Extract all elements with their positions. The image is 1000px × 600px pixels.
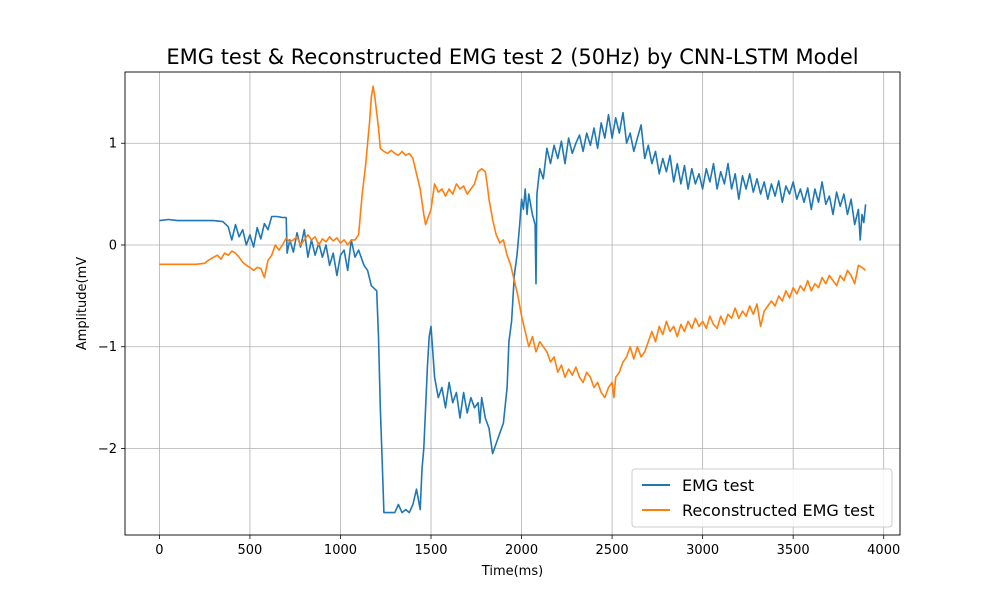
x-tick-label: 3000	[686, 543, 719, 558]
x-tick-label: 2500	[596, 543, 629, 558]
y-axis-label: Amplitude(mV	[75, 257, 90, 350]
grid	[125, 72, 900, 535]
x-tick-label: 0	[155, 543, 163, 558]
x-tick-label: 4000	[867, 543, 900, 558]
ticks: 0 500 1000 1500 2000 2500 3000 3500 4000 −2 −1 0 1	[98, 137, 900, 558]
legend-label: EMG test	[682, 476, 754, 495]
plot-frame	[124, 71, 901, 536]
y-tick-label: −1	[98, 340, 117, 355]
y-tick-label: −2	[98, 442, 117, 457]
legend-box	[631, 468, 893, 528]
x-tick-label: 1000	[324, 543, 357, 558]
x-tick-label: 1500	[414, 543, 447, 558]
x-axis-label: Time(ms)	[481, 564, 543, 579]
x-tick-label: 2000	[505, 543, 538, 558]
series-line-emg-test	[159, 111, 867, 514]
chart-title: EMG test & Reconstructed EMG test 2 (50H…	[166, 45, 858, 69]
series-layer	[159, 85, 867, 514]
y-tick-label: 0	[109, 238, 117, 253]
series-line-reconstructed-emg-test	[159, 85, 867, 399]
y-tick-label: 1	[109, 137, 117, 152]
x-tick-label: 3500	[777, 543, 810, 558]
legend: EMG test Reconstructed EMG test	[631, 468, 893, 528]
x-tick-label: 500	[238, 543, 263, 558]
axes	[124, 71, 901, 536]
legend-label: Reconstructed EMG test	[682, 501, 875, 520]
